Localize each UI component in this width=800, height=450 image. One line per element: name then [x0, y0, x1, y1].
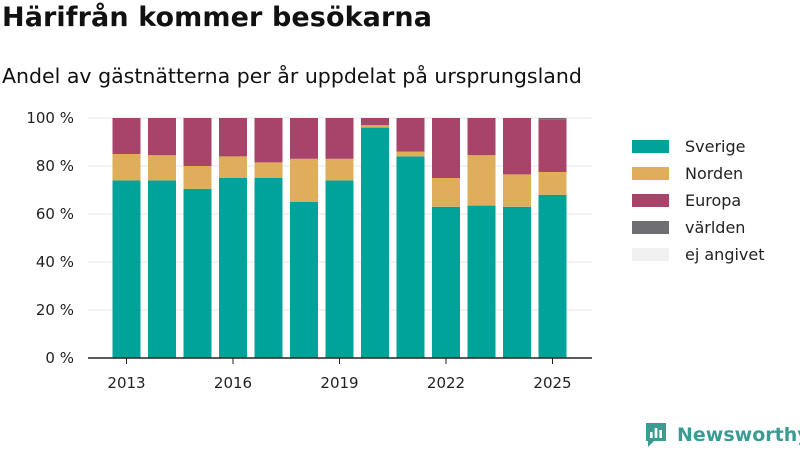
- bar-norden-2019: [325, 158, 354, 181]
- legend-label-norden: Norden: [685, 164, 743, 183]
- bar-europa-2020: [361, 118, 389, 126]
- bar-norden-2018: [290, 158, 318, 202]
- chart-subtitle: Andel av gästnätterna per år uppdelat på…: [2, 64, 582, 88]
- y-tick-label: 40 %: [36, 253, 74, 271]
- y-tick-label: 20 %: [36, 301, 74, 319]
- bar-norden-2015: [183, 166, 212, 189]
- legend-swatch-ej-angivet: [632, 248, 669, 261]
- bar-europa-2022: [432, 118, 460, 178]
- bar-sverige-2016: [219, 178, 247, 358]
- bar-sverige-2021: [396, 156, 425, 358]
- bar-norden-2016: [219, 156, 247, 178]
- bar-sverige-2020: [361, 127, 389, 358]
- bar-europa-2017: [254, 118, 283, 163]
- axes: 0 % 20 % 40 % 60 % 80 % 100 % 2013 2016 2019 2022…: [26, 109, 592, 392]
- legend-label-varlden: världen: [685, 218, 745, 237]
- bar-sverige-2017: [254, 178, 283, 358]
- bar-europa-2014: [148, 118, 176, 156]
- legend-label-sverige: Sverige: [685, 137, 746, 156]
- bar-norden-2021: [396, 151, 425, 157]
- bar-europa-2024: [503, 118, 531, 175]
- bar-europa-2023: [467, 118, 496, 156]
- bar-varlden-2025: [538, 118, 567, 120]
- bars: [112, 118, 567, 358]
- y-tick-label: 0 %: [45, 349, 74, 367]
- legend-swatch-europa: [632, 194, 669, 207]
- y-tick-label: 80 %: [36, 157, 74, 175]
- chart-title: Härifrån kommer besökarna: [2, 2, 433, 33]
- legend-label-ej-angivet: ej angivet: [685, 245, 765, 264]
- y-tick-label: 100 %: [26, 109, 74, 127]
- newsworthy-logo-icon: [646, 423, 666, 447]
- bar-sverige-2025: [538, 194, 567, 358]
- bar-europa-2021: [396, 118, 425, 152]
- x-tick-label: 2019: [320, 374, 358, 392]
- brand-name: Newsworthy: [677, 424, 800, 446]
- bar-norden-2022: [432, 178, 460, 207]
- bar-norden-2017: [254, 162, 283, 178]
- bar-sverige-2024: [503, 206, 531, 358]
- x-tick-label: 2016: [214, 374, 252, 392]
- bar-europa-2015: [183, 118, 212, 166]
- legend: Sverige Norden Europa världen ej angivet: [632, 137, 765, 264]
- bar-sverige-2022: [432, 206, 460, 358]
- bar-europa-2016: [219, 118, 247, 157]
- legend-label-europa: Europa: [685, 191, 741, 210]
- bar-norden-2025: [538, 172, 567, 195]
- legend-swatch-varlden: [632, 221, 669, 234]
- bar-sverige-2015: [183, 188, 212, 358]
- x-tick-label: 2013: [107, 374, 145, 392]
- bar-sverige-2013: [112, 180, 141, 358]
- bar-europa-2019: [325, 118, 354, 159]
- legend-swatch-norden: [632, 167, 669, 180]
- bar-norden-2024: [503, 174, 531, 207]
- y-tick-label: 60 %: [36, 205, 74, 223]
- bar-norden-2013: [112, 154, 141, 181]
- bar-sverige-2018: [290, 202, 318, 358]
- x-tick-label: 2022: [427, 374, 465, 392]
- bar-norden-2020: [361, 125, 389, 128]
- bar-norden-2014: [148, 155, 176, 181]
- bar-europa-2013: [112, 118, 141, 154]
- bar-sverige-2023: [467, 205, 496, 358]
- brand-logo[interactable]: Newsworthy: [644, 420, 800, 450]
- bar-europa-2025: [538, 119, 567, 172]
- bar-sverige-2014: [148, 180, 176, 358]
- bar-sverige-2019: [325, 180, 354, 358]
- legend-swatch-sverige: [632, 140, 669, 153]
- bar-europa-2018: [290, 118, 318, 159]
- bar-norden-2023: [467, 155, 496, 206]
- x-tick-label: 2025: [533, 374, 571, 392]
